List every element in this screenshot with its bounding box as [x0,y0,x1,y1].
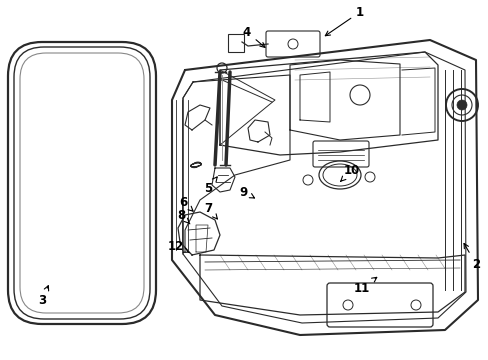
Text: 1: 1 [325,5,364,36]
Text: 7: 7 [203,202,217,219]
Text: 2: 2 [463,243,479,270]
Text: 11: 11 [353,277,376,294]
Text: 12: 12 [167,239,189,253]
Text: 4: 4 [243,26,264,48]
Text: 10: 10 [340,163,359,181]
Text: 9: 9 [240,185,254,198]
Text: 5: 5 [203,177,217,194]
Circle shape [456,100,466,110]
Text: 8: 8 [177,208,189,224]
Text: 3: 3 [38,286,48,306]
Bar [227,34,244,52]
Text: 6: 6 [179,195,193,211]
